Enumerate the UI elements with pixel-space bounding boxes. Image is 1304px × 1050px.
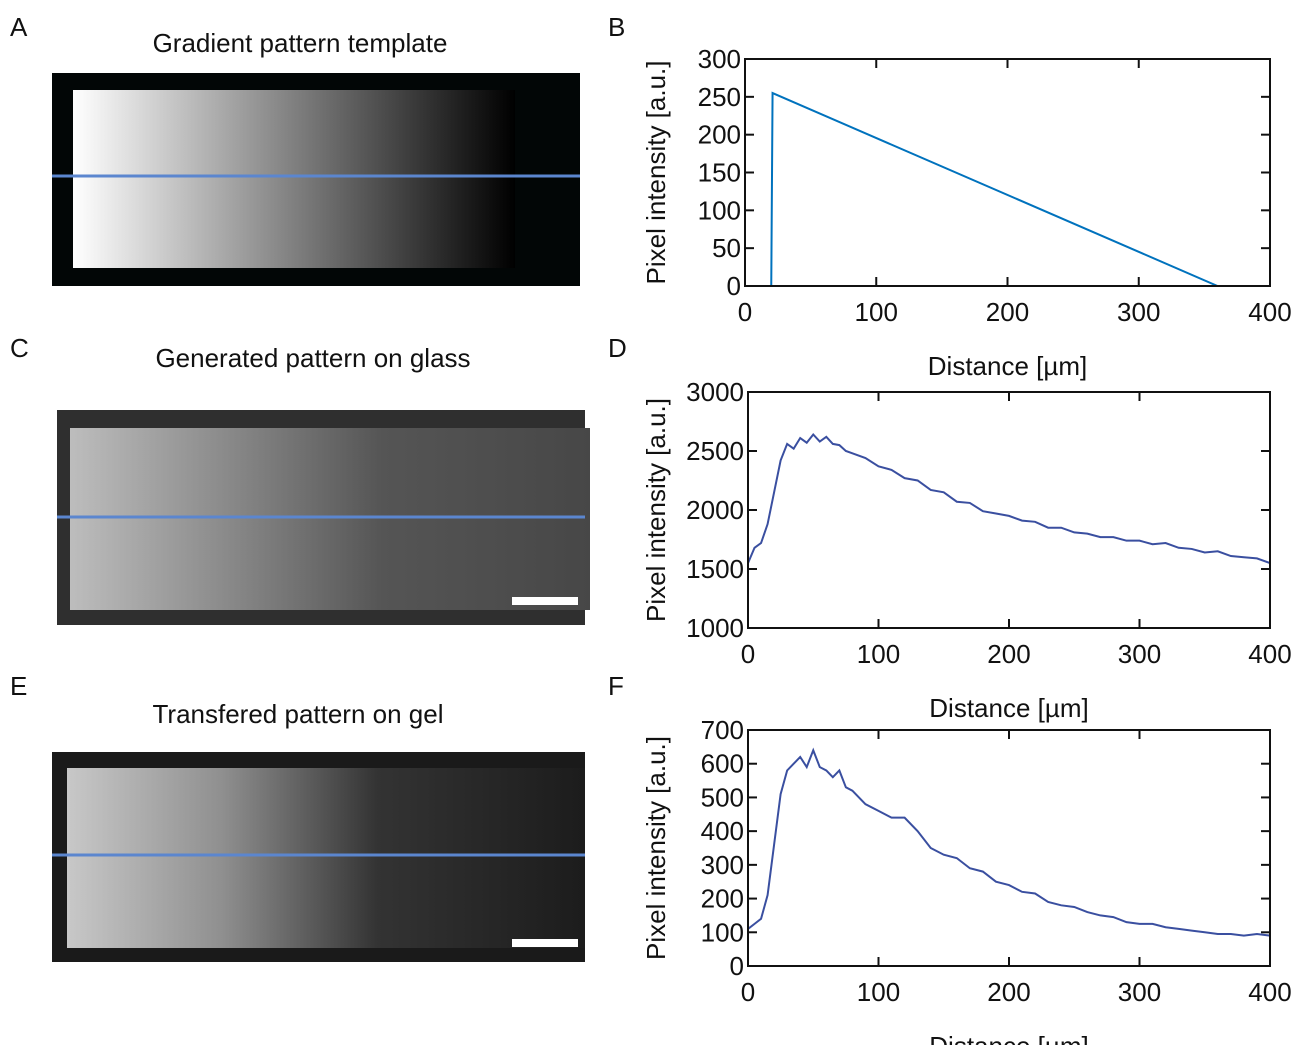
x-tick-label: 300 bbox=[1118, 977, 1161, 1007]
x-tick-label: 400 bbox=[1248, 297, 1291, 327]
x-tick-label: 300 bbox=[1117, 297, 1160, 327]
x-tick-label: 300 bbox=[1118, 639, 1161, 669]
y-tick-label: 2000 bbox=[686, 495, 744, 525]
data-line bbox=[745, 91, 1270, 287]
y-tick-label: 600 bbox=[701, 749, 744, 779]
y-tick-label: 1500 bbox=[686, 554, 744, 584]
pattern bbox=[70, 428, 590, 610]
x-axis-label: Distance [µm] bbox=[928, 351, 1087, 381]
y-tick-label: 0 bbox=[730, 951, 744, 981]
y-axis-label: Pixel intensity [a.u.] bbox=[641, 61, 671, 285]
image-title: Generated pattern on glass bbox=[155, 343, 470, 373]
x-tick-label: 0 bbox=[741, 639, 755, 669]
panel-label: F bbox=[608, 671, 624, 701]
y-tick-label: 100 bbox=[701, 917, 744, 947]
panel-label: B bbox=[608, 12, 625, 42]
y-tick-label: 300 bbox=[698, 44, 741, 74]
x-tick-label: 100 bbox=[855, 297, 898, 327]
panel-label: E bbox=[10, 671, 27, 701]
gradient bbox=[73, 90, 515, 268]
scale-bar bbox=[512, 597, 578, 605]
scale-bar bbox=[512, 939, 578, 947]
x-tick-label: 0 bbox=[738, 297, 752, 327]
y-tick-label: 50 bbox=[712, 233, 741, 263]
y-tick-label: 150 bbox=[698, 158, 741, 188]
y-axis-label: Pixel intensity [a.u.] bbox=[641, 736, 671, 960]
x-tick-label: 400 bbox=[1248, 639, 1291, 669]
y-tick-label: 2500 bbox=[686, 436, 744, 466]
panel-label: A bbox=[10, 12, 28, 42]
image-title: Gradient pattern template bbox=[153, 28, 448, 58]
y-tick-label: 3000 bbox=[686, 377, 744, 407]
y-axis-label: Pixel intensity [a.u.] bbox=[641, 398, 671, 622]
x-tick-label: 200 bbox=[986, 297, 1029, 327]
data-line bbox=[747, 747, 1271, 937]
panel-label: C bbox=[10, 333, 29, 363]
plot-frame bbox=[747, 391, 1271, 629]
y-tick-label: 200 bbox=[698, 120, 741, 150]
y-tick-label: 200 bbox=[701, 884, 744, 914]
x-tick-label: 100 bbox=[857, 977, 900, 1007]
x-tick-label: 200 bbox=[987, 977, 1030, 1007]
panel-label: D bbox=[608, 333, 627, 363]
x-axis-label: Distance [µm] bbox=[929, 1031, 1088, 1045]
x-tick-label: 100 bbox=[857, 639, 900, 669]
x-tick-label: 400 bbox=[1248, 977, 1291, 1007]
y-tick-label: 500 bbox=[701, 782, 744, 812]
x-axis-label: Distance [µm] bbox=[929, 693, 1088, 723]
y-tick-label: 250 bbox=[698, 82, 741, 112]
image-title: Transfered pattern on gel bbox=[153, 699, 444, 729]
y-tick-label: 1000 bbox=[686, 613, 744, 643]
x-tick-label: 200 bbox=[987, 639, 1030, 669]
y-tick-label: 700 bbox=[701, 715, 744, 745]
y-tick-label: 300 bbox=[701, 850, 744, 880]
data-line bbox=[747, 432, 1271, 565]
x-tick-label: 0 bbox=[741, 977, 755, 1007]
y-tick-label: 0 bbox=[727, 271, 741, 301]
y-tick-label: 100 bbox=[698, 195, 741, 225]
pattern bbox=[67, 768, 585, 948]
plot-frame bbox=[744, 58, 1271, 287]
y-tick-label: 400 bbox=[701, 816, 744, 846]
